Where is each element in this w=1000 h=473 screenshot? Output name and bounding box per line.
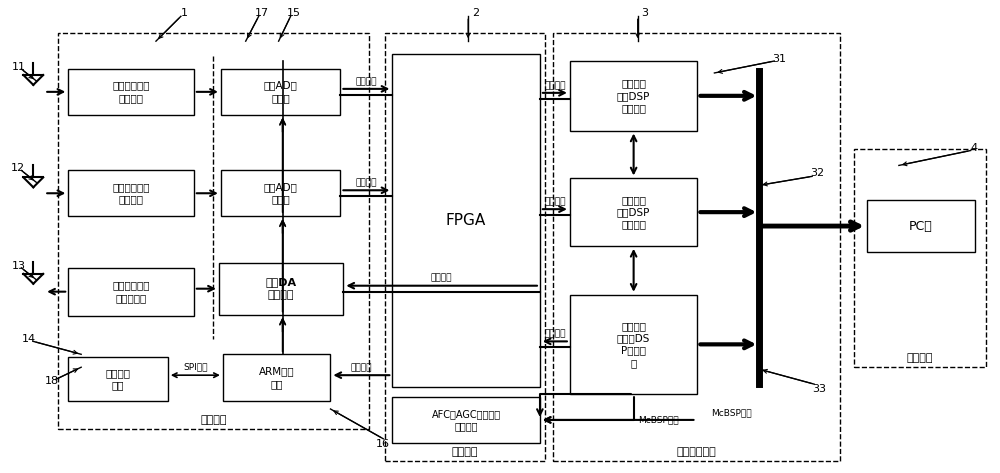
Text: 32: 32	[810, 168, 824, 178]
Bar	[68, 357, 168, 401]
Text: 第一AD采
样模块: 第一AD采 样模块	[264, 81, 298, 103]
Bar	[68, 170, 194, 216]
Text: 射频单元: 射频单元	[201, 415, 227, 425]
Text: 16: 16	[376, 439, 390, 449]
Text: 12: 12	[11, 163, 25, 174]
Text: ARM控制
单元: ARM控制 单元	[259, 367, 294, 389]
Text: 2: 2	[472, 9, 479, 18]
Bar	[68, 69, 194, 115]
Text: 并行接口: 并行接口	[431, 274, 452, 283]
Text: 14: 14	[22, 334, 36, 344]
Bar	[68, 268, 194, 315]
Bar	[867, 200, 975, 252]
Text: 控制单元: 控制单元	[907, 353, 933, 363]
Bar	[854, 149, 986, 367]
Text: 时钟管理
单元: 时钟管理 单元	[106, 368, 131, 390]
Bar	[570, 61, 697, 131]
Text: 基带处理单元: 基带处理单元	[677, 447, 716, 457]
Text: 11: 11	[11, 62, 25, 72]
Text: 13: 13	[11, 261, 25, 271]
Bar	[570, 295, 697, 394]
Bar	[385, 33, 545, 461]
Text: 伪基站信号发
送射频通道: 伪基站信号发 送射频通道	[112, 280, 150, 303]
Text: 并行接口: 并行接口	[356, 77, 377, 86]
Bar	[221, 69, 340, 115]
Text: 17: 17	[255, 9, 269, 18]
Text: 并行接口: 并行接口	[356, 178, 377, 187]
Text: 手机信号接收
射频通道: 手机信号接收 射频通道	[112, 182, 150, 204]
Text: 串行接口: 串行接口	[351, 363, 372, 372]
Bar	[58, 33, 369, 429]
Bar	[392, 54, 540, 387]
Bar	[392, 397, 540, 443]
Text: 33: 33	[812, 384, 826, 394]
Text: 并行接口: 并行接口	[544, 81, 566, 90]
Text: McBSP接口: McBSP接口	[711, 408, 752, 417]
Bar	[223, 354, 330, 401]
Text: 基站信号
接收DSP
处理模块: 基站信号 接收DSP 处理模块	[617, 79, 650, 113]
Text: 1: 1	[180, 9, 187, 18]
Bar	[219, 263, 343, 315]
Text: McBSP接口: McBSP接口	[639, 415, 679, 424]
Text: 并行接口: 并行接口	[544, 197, 566, 206]
Text: SPI接口: SPI接口	[183, 362, 208, 371]
Text: 并行接口: 并行接口	[544, 329, 566, 338]
Text: 15: 15	[287, 9, 301, 18]
Text: 发射DA
变换模块: 发射DA 变换模块	[266, 278, 297, 300]
Bar	[221, 170, 340, 216]
Text: FPGA: FPGA	[446, 213, 486, 228]
Text: 3: 3	[642, 9, 649, 18]
Text: 伪基站发
射信号DS
P处理模
块: 伪基站发 射信号DS P处理模 块	[617, 321, 650, 368]
Text: 18: 18	[45, 376, 59, 386]
Bar	[570, 178, 697, 246]
Text: 4: 4	[970, 142, 977, 152]
Bar	[553, 33, 840, 461]
Text: PC机: PC机	[909, 219, 933, 233]
Text: 第二AD采
样模块: 第二AD采 样模块	[264, 182, 298, 204]
Text: 手机信号
接收DSP
处理模块: 手机信号 接收DSP 处理模块	[617, 195, 650, 229]
Text: 31: 31	[772, 54, 786, 64]
Text: 基站信号接收
射频通道: 基站信号接收 射频通道	[112, 81, 150, 103]
Text: 中频单元: 中频单元	[452, 447, 478, 457]
Text: AFC、AGC、时钟等
控制命令: AFC、AGC、时钟等 控制命令	[432, 409, 501, 431]
